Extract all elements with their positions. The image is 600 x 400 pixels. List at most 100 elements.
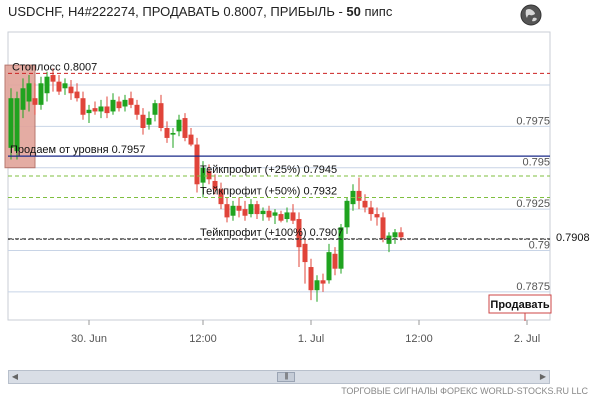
candle-body (182, 118, 188, 138)
take-profit-50-line-label: Тейкпрофит (+50%) 0.7932 (200, 186, 337, 198)
scrollbar-thumb[interactable]: ||| (277, 372, 295, 382)
candle-body (8, 98, 14, 148)
candle-body (158, 103, 164, 128)
candle-body (284, 212, 290, 220)
candle-body (116, 101, 122, 109)
candle-body (176, 119, 182, 132)
profit-unit: пипс (360, 4, 393, 19)
candle-body (236, 205, 242, 211)
candle-body (398, 232, 404, 238)
candle-body (362, 200, 368, 208)
take-profit-100-line-label: Тейкпрофит (+100%) 0.7907 (200, 227, 343, 239)
x-tick-label: 12:00 (189, 333, 217, 345)
candle-body (92, 108, 98, 112)
candle-body (278, 214, 284, 221)
candle-body (110, 99, 116, 112)
candle-body (260, 210, 266, 215)
candle-body (38, 83, 44, 105)
candle-body (272, 212, 278, 216)
stop-loss-line-label: Стоплосс 0.8007 (12, 61, 97, 73)
candle-body (290, 212, 296, 221)
title-text: USDCHF, H4#222274, ПРОДАВАТЬ 0.8007, ПРИ… (8, 4, 347, 19)
candle-body (392, 232, 398, 238)
signal-levels: Стоплосс 0.8007 Продаем от уровня 0.7957 Т… (8, 61, 590, 321)
candle-body (254, 204, 260, 215)
candle-body (332, 253, 338, 269)
axes: 0.7975 0.795 0.7925 0.79 0.7875 30. Jun 12:00 1… (71, 115, 550, 345)
arrow-right-icon[interactable]: ▶ (539, 372, 547, 381)
candle-body (224, 204, 230, 218)
y-tick-label: 0.7925 (516, 198, 550, 210)
globe-icon[interactable] (520, 4, 542, 26)
candle-body (380, 217, 386, 239)
candle-body (128, 98, 134, 105)
candle-body (164, 128, 170, 138)
candle-body (194, 144, 200, 185)
candle-body (302, 243, 308, 263)
candle-body (338, 227, 344, 269)
candle-body (134, 104, 140, 115)
candle-body (356, 190, 362, 201)
candle-body (170, 132, 176, 135)
candle-body (62, 83, 68, 89)
entry-line-label: Продаем от уровня 0.7957 (10, 144, 145, 156)
candle-body (146, 118, 152, 125)
y-tick-label: 0.7875 (516, 281, 550, 293)
candle-body (98, 106, 104, 112)
x-tick-label: 2. Jul (514, 333, 540, 345)
candle-body (104, 106, 110, 114)
x-tick-label: 12:00 (405, 333, 433, 345)
x-tick-label: 1. Jul (298, 333, 324, 345)
candle-body (44, 76, 50, 94)
plot-area (7, 31, 551, 321)
candle-body (74, 91, 80, 99)
candle-body (266, 210, 272, 218)
candle-body (200, 167, 206, 183)
candle-body (140, 114, 146, 128)
candle-body (86, 109, 92, 114)
candle-body (320, 280, 326, 284)
x-tick-label: 30. Jun (71, 333, 107, 345)
grip-icon: ||| (284, 373, 289, 380)
candle-body (188, 134, 194, 145)
candle-body (152, 103, 158, 115)
candle-body (206, 171, 212, 180)
take-profit-25-line-label: Тейкпрофит (+25%) 0.7945 (200, 164, 337, 176)
sell-badge-label: Продавать (490, 299, 549, 311)
y-tick-label: 0.795 (522, 157, 550, 169)
stop-zone-layer (4, 64, 36, 169)
horizontal-scrollbar[interactable]: ◀ ||| ▶ (8, 370, 550, 384)
arrow-left-icon[interactable]: ◀ (11, 372, 19, 381)
candle-body (68, 86, 74, 94)
candle-body (32, 98, 38, 105)
candle-body (26, 83, 32, 102)
candle-body (14, 98, 20, 152)
candles (8, 68, 404, 302)
candlestick-chart: Стоплосс 0.8007 Продаем от уровня 0.7957 Т… (4, 31, 590, 345)
candle-body (368, 207, 374, 215)
candle-body (20, 88, 26, 110)
stop-loss-zone (4, 64, 36, 169)
candle-body (344, 200, 350, 228)
candle-body (50, 75, 56, 82)
sell-badge (488, 294, 552, 314)
candle-body (80, 98, 86, 115)
candle-body (218, 189, 224, 205)
current-price-label: 0.7908 (556, 232, 590, 244)
candle-body (56, 81, 62, 92)
grid (7, 31, 551, 321)
candle-body (248, 204, 254, 215)
profit-value: 50 (346, 4, 361, 19)
candle-body (374, 214, 380, 218)
candle-body (242, 209, 248, 216)
footer-text: ТОРГОВЫЕ СИГНАЛЫ ФОРЕКС WORLD-STOCKS.RU … (341, 386, 588, 396)
chart-title: USDCHF, H4#222274, ПРОДАВАТЬ 0.8007, ПРИ… (8, 4, 392, 19)
candle-body (308, 267, 314, 291)
candle-body (122, 99, 128, 107)
candle-body (314, 280, 320, 291)
y-tick-label: 0.79 (529, 239, 550, 251)
candle-body (212, 180, 218, 190)
candle-body (326, 252, 332, 281)
y-tick-label: 0.7975 (516, 115, 550, 127)
candle-body (296, 219, 302, 248)
